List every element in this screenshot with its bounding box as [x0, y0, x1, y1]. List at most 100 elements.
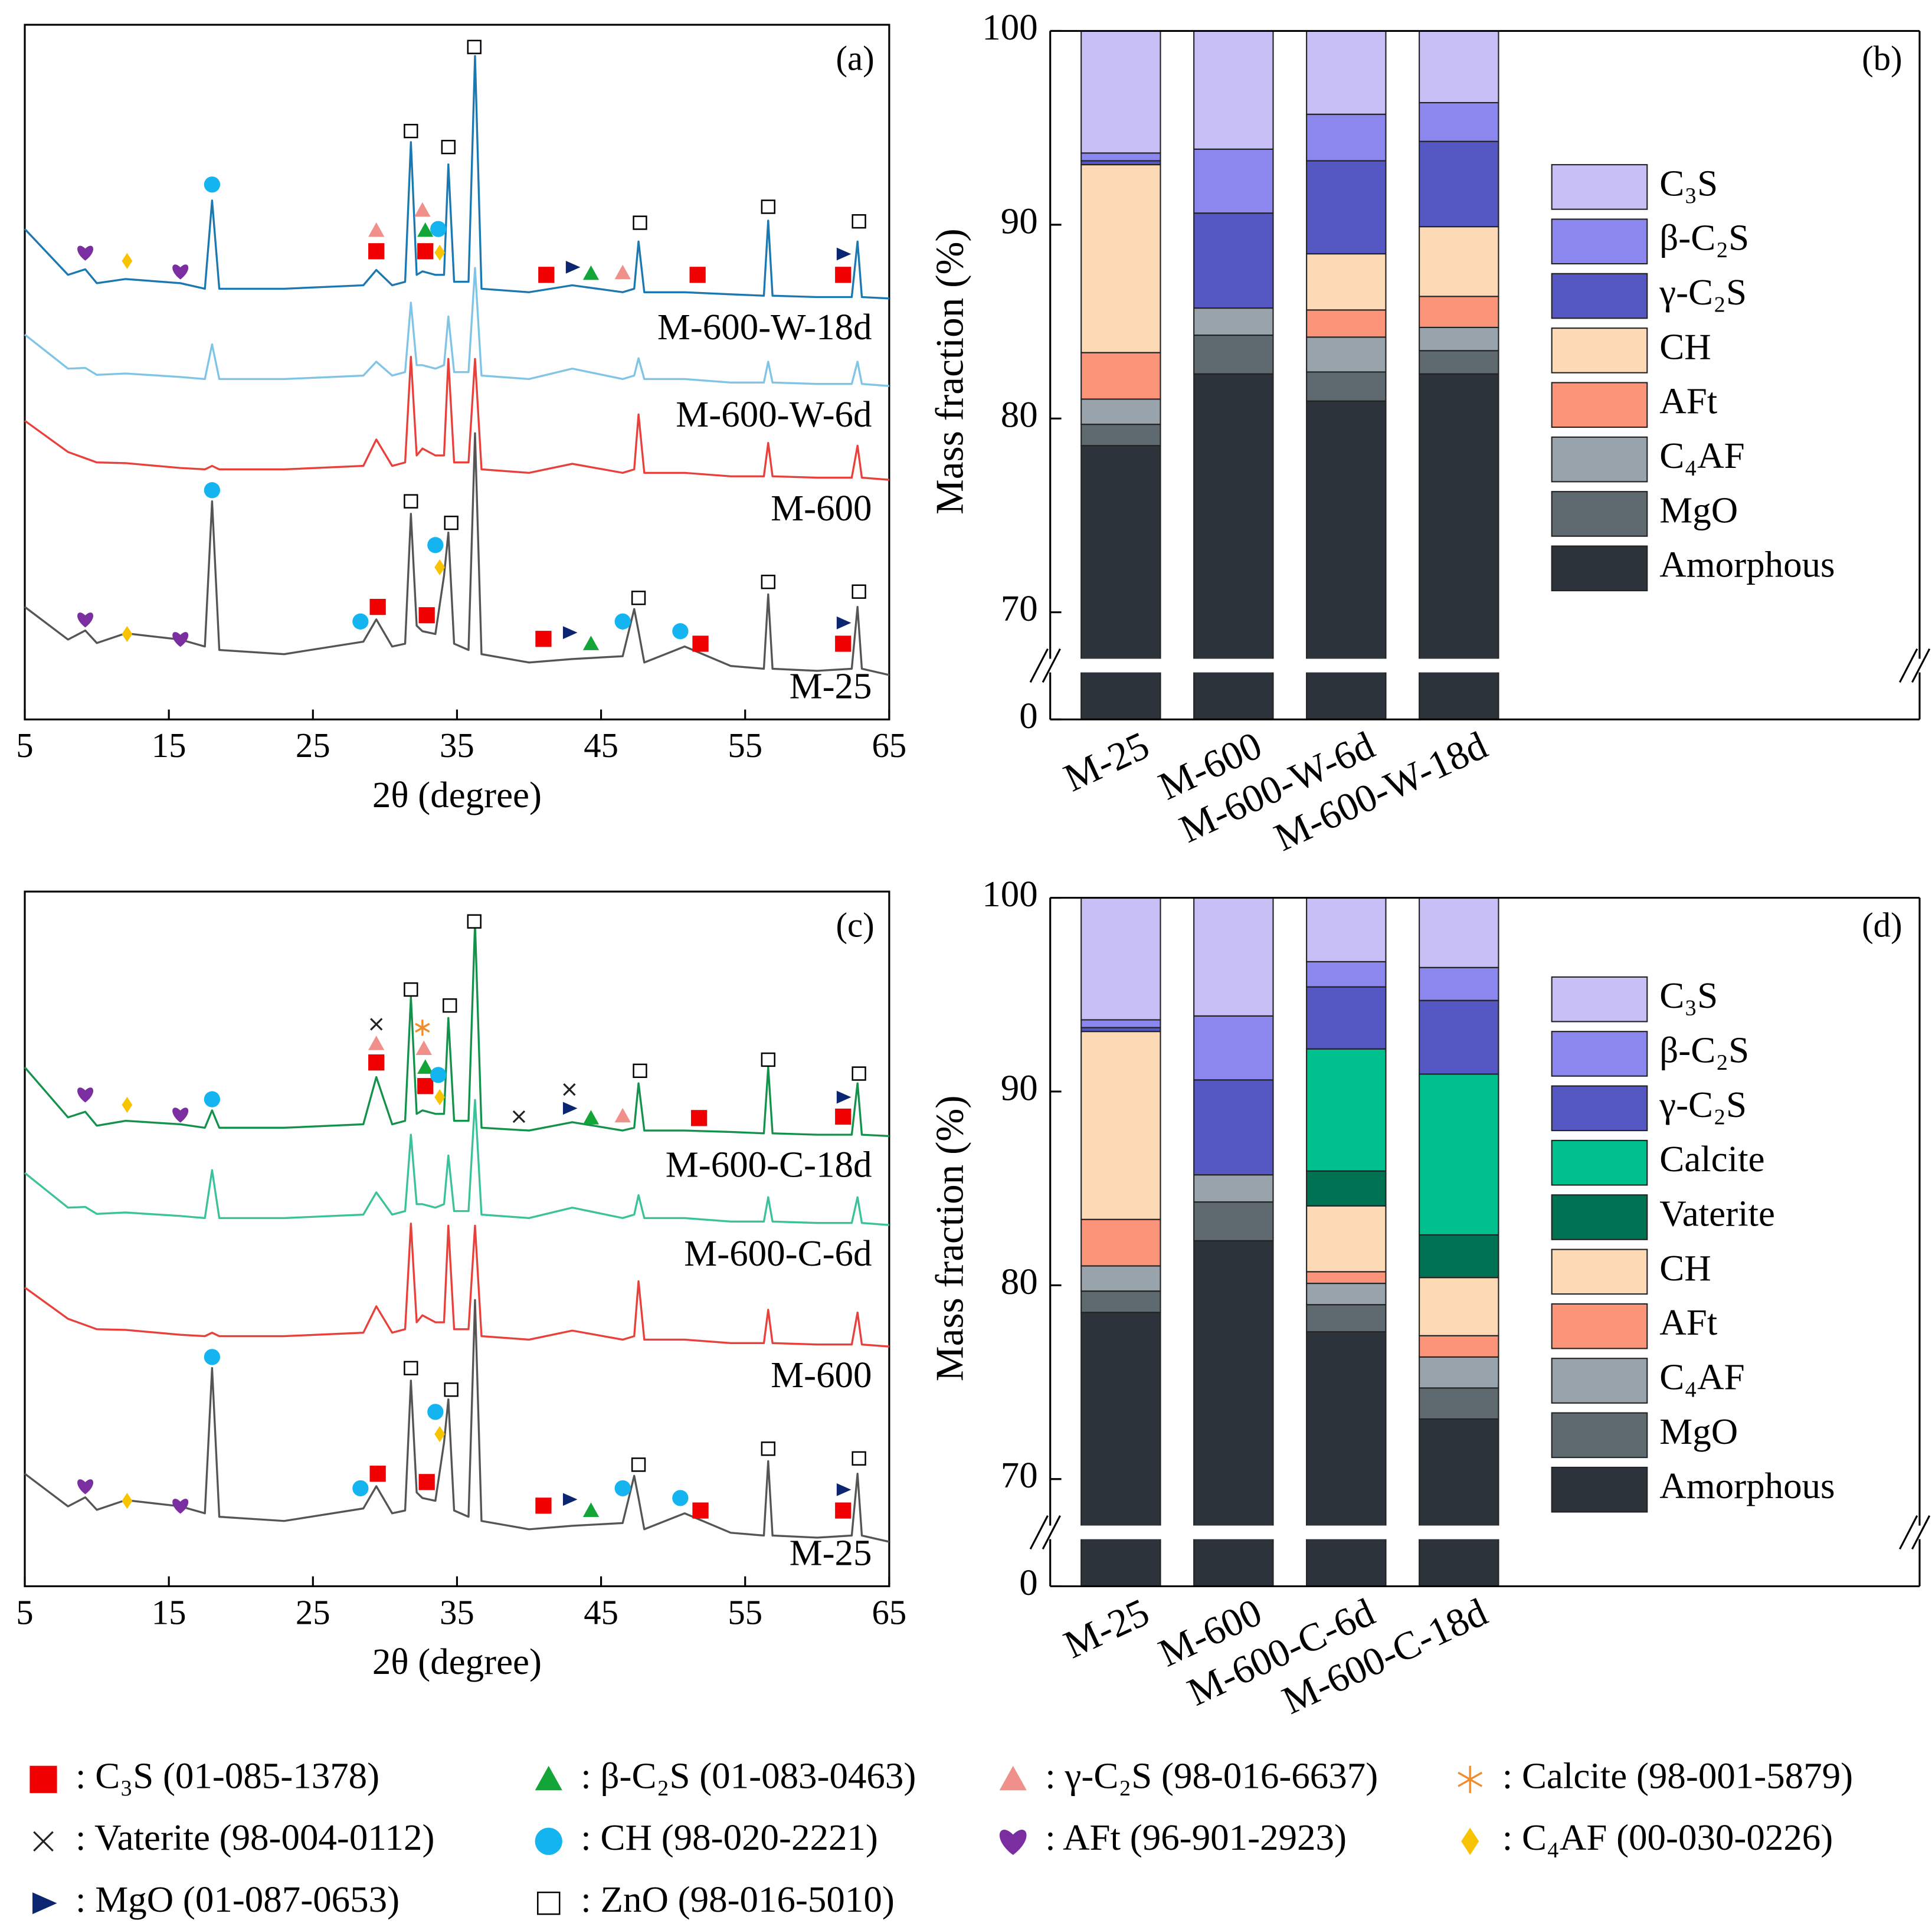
legend-swatch	[1551, 1412, 1648, 1459]
bar-segment	[1080, 1031, 1161, 1220]
x-tick-label: M-25	[1057, 1590, 1155, 1667]
axis-break-gap	[1051, 658, 1918, 673]
y-tick-label: 0	[1019, 695, 1037, 736]
phase-marker	[172, 1499, 189, 1514]
phase-marker	[562, 626, 578, 640]
phase-marker	[835, 267, 852, 283]
phase-legend-label: : CH (98-020-2221)	[581, 1817, 878, 1858]
phase-marker	[614, 264, 631, 280]
xrd-pattern	[24, 55, 889, 300]
legend-label: AFt	[1659, 1302, 1717, 1343]
bar-segment	[1306, 30, 1387, 115]
bar-segment	[1306, 1205, 1387, 1273]
series-label: M-600-W-18d	[657, 306, 872, 348]
phase-marker	[538, 267, 555, 283]
phase-marker	[404, 494, 418, 509]
legend-label: γ-C₂S	[1659, 271, 1747, 313]
bar-segment	[1306, 1283, 1387, 1306]
y-tick-label: 90	[1001, 200, 1038, 241]
bar-segment	[1080, 352, 1161, 400]
bar-segment	[1080, 897, 1161, 1021]
phase-marker	[204, 176, 221, 193]
phase-legend-symbol	[30, 1765, 57, 1793]
xrd-pattern	[24, 1099, 890, 1226]
phase-legend-label: : γ-C₂S (98-016-6637)	[1045, 1755, 1378, 1796]
legend-label: γ-C₂S	[1659, 1084, 1747, 1125]
phase-marker	[689, 267, 706, 283]
bar-segment	[1080, 152, 1161, 162]
series-label: M-600-C-6d	[684, 1233, 872, 1274]
x-tick-label: 45	[584, 726, 618, 765]
x-tick-label: 25	[296, 1593, 330, 1631]
phase-marker	[122, 625, 133, 643]
phase-marker	[172, 632, 189, 647]
bar-segment	[1193, 30, 1274, 150]
phase-marker	[352, 1480, 369, 1497]
phase-marker	[77, 1087, 94, 1103]
bar-segment	[1080, 1218, 1161, 1267]
bar-segment	[1306, 336, 1387, 373]
bar-segment	[1080, 30, 1161, 154]
panel-label: (a)	[836, 39, 874, 77]
phase-marker	[369, 598, 386, 615]
phase-legend-label: : ZnO (98-016-5010)	[581, 1879, 895, 1920]
legend-label: Vaterite	[1659, 1192, 1775, 1234]
bar-segment	[1306, 1331, 1387, 1587]
bar-segment	[1419, 140, 1499, 228]
legend-swatch	[1551, 1085, 1648, 1132]
phase-legend-symbol	[33, 1831, 54, 1852]
bar-segment	[1306, 1304, 1387, 1333]
phase-marker	[852, 584, 866, 599]
phase-marker	[368, 1054, 385, 1071]
phase-marker	[672, 1490, 689, 1506]
panel-label: (d)	[1862, 906, 1902, 944]
bar-segment	[1419, 30, 1499, 104]
phase-marker	[614, 1480, 631, 1497]
phase-marker	[172, 264, 189, 280]
phase-marker	[430, 221, 447, 237]
bar-segment	[1193, 148, 1274, 214]
legend-label: Amorphous	[1659, 1465, 1835, 1506]
phase-legend-label: : AFt (96-901-2923)	[1045, 1817, 1347, 1858]
phase-marker	[852, 214, 866, 229]
phase-marker	[444, 515, 459, 530]
phase-marker	[415, 1020, 430, 1036]
axis-break-gap	[1051, 1525, 1918, 1539]
phase-marker	[633, 1063, 647, 1078]
legend-swatch	[1551, 545, 1648, 592]
phase-marker	[418, 1474, 435, 1490]
bar-segment	[1419, 326, 1499, 352]
bar-segment	[1419, 1335, 1499, 1358]
legend-swatch	[1551, 382, 1648, 428]
phase-marker	[204, 482, 221, 499]
bar-segment	[1306, 160, 1387, 255]
legend-swatch	[1551, 976, 1648, 1023]
phase-marker	[417, 1059, 434, 1074]
phase-marker	[582, 1110, 600, 1125]
series-label: M-600	[771, 1354, 872, 1395]
legend-swatch	[1551, 218, 1648, 265]
series-label: M-25	[790, 1532, 872, 1573]
axis-break-mark	[1899, 648, 1918, 683]
xrd-pattern	[24, 432, 890, 676]
legend-label: C₃S	[1659, 975, 1718, 1016]
series-label: M-25	[790, 665, 872, 706]
bar-segment	[1419, 1000, 1499, 1075]
legend-swatch	[1551, 1303, 1648, 1349]
phase-marker	[417, 243, 434, 260]
bar-segment	[1306, 1048, 1387, 1172]
bar-segment	[1306, 961, 1387, 988]
x-tick-label: 5	[16, 726, 33, 765]
bar-segment	[1193, 1015, 1274, 1081]
y-tick-label: 90	[1001, 1067, 1038, 1108]
legend-swatch	[1551, 273, 1648, 319]
x-tick-label: 55	[728, 726, 762, 765]
phase-marker	[122, 253, 133, 269]
bar-segment	[1306, 371, 1387, 402]
axis-break-mark	[1042, 648, 1061, 683]
phase-legend-symbol	[32, 1892, 57, 1915]
phase-marker	[535, 631, 552, 647]
phase-marker	[690, 1110, 708, 1126]
y-axis-title: Mass fraction (%)	[927, 228, 971, 515]
legend-swatch	[1551, 436, 1648, 483]
